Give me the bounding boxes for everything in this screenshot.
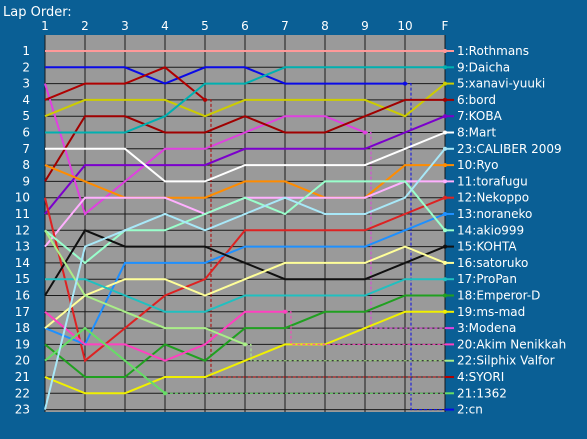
y-tick-label: 17 — [15, 305, 30, 319]
y-tick-label: 4 — [22, 93, 30, 107]
legend-entry: 5:xanavi-yuuki — [457, 77, 545, 91]
y-tick-label: 19 — [15, 337, 30, 351]
y-tick-label: 23 — [15, 403, 30, 417]
y-tick-label: 8 — [22, 158, 30, 172]
series-line — [44, 83, 366, 216]
y-tick-label: 16 — [15, 289, 30, 303]
series-line — [44, 229, 446, 297]
y-tick-label: 22 — [15, 386, 30, 400]
x-tick-label: F — [442, 19, 449, 33]
x-tick-label: 7 — [281, 19, 289, 33]
legend-entry: 19:ms-mad — [457, 305, 525, 319]
series-line — [45, 278, 445, 313]
x-tick-label: 9 — [361, 19, 369, 33]
legend-entry: 10:Ryo — [457, 158, 498, 172]
series-line — [44, 196, 446, 363]
chart-title: Lap Order: — [3, 5, 72, 20]
series-line — [45, 66, 445, 134]
legend-entry: 16:satoruko — [457, 256, 528, 270]
legend-entry: 3:Modena — [457, 321, 516, 335]
y-tick-label: 18 — [15, 321, 30, 335]
retirement-line — [205, 99, 445, 378]
y-tick-label: 21 — [15, 370, 30, 384]
legend-entry: 22:Silphix Valfor — [457, 354, 555, 368]
series-line — [44, 164, 445, 199]
legend-entry: 13:noraneko — [457, 207, 532, 221]
y-tick-label: 12 — [15, 223, 30, 237]
legend-entry: 17:ProPan — [457, 272, 517, 286]
retirement-line — [245, 343, 445, 362]
series-line — [44, 229, 246, 346]
series-line — [44, 66, 206, 101]
series-line — [44, 98, 445, 182]
y-tick-label: 10 — [15, 191, 30, 205]
legend-entry: 9:Daicha — [457, 60, 510, 74]
legend-entry: 18:Emperor-D — [457, 289, 540, 303]
legend-entry: 2:cn — [457, 403, 483, 417]
legend-entry: 8:Mart — [457, 126, 496, 140]
y-tick-label: 9 — [22, 174, 30, 188]
y-tick-label: 2 — [22, 60, 30, 74]
series-line — [44, 294, 445, 378]
x-tick-label: 10 — [397, 19, 412, 33]
x-tick-label: 3 — [121, 19, 129, 33]
y-tick-label: 14 — [15, 256, 30, 270]
retirement-line — [405, 83, 445, 411]
legend-entry: 15:KOHTA — [457, 240, 517, 254]
legend-entry: 23:CALIBER 2009 — [457, 142, 562, 156]
legend-entry: 1:Rothmans — [457, 44, 529, 58]
legend-entry: 21:1362 — [457, 386, 507, 400]
series-line — [44, 310, 445, 395]
y-tick-label: 6 — [22, 126, 30, 140]
y-tick-label: 5 — [22, 109, 30, 123]
legend-entry: 12:Nekoppo — [457, 191, 529, 205]
legend-entry: 20:Akim Nenikkah — [457, 337, 566, 351]
retirement-line — [285, 311, 445, 345]
legend-entry: 7:KOBA — [457, 109, 503, 123]
x-tick-label: 6 — [241, 19, 249, 33]
legend-entry: 6:bord — [457, 93, 496, 107]
x-tick-label: 5 — [201, 19, 209, 33]
series-line — [44, 115, 446, 215]
series-line — [44, 310, 285, 362]
legend-entry: 14:akio999 — [457, 223, 524, 237]
x-tick-label: 1 — [41, 19, 49, 33]
y-tick-label: 20 — [15, 354, 30, 368]
x-tick-label: 8 — [321, 19, 329, 33]
series-line — [44, 148, 446, 410]
series-line — [44, 245, 446, 329]
y-tick-label: 13 — [15, 240, 30, 254]
y-tick-label: 11 — [15, 207, 30, 221]
y-tick-label: 15 — [15, 272, 30, 286]
retirement-line — [365, 132, 445, 329]
y-tick-label: 7 — [22, 142, 30, 156]
y-tick-label: 3 — [22, 77, 30, 91]
series-line — [44, 326, 166, 395]
x-tick-label: 4 — [161, 19, 169, 33]
series-line — [45, 131, 446, 183]
y-tick-label: 1 — [22, 44, 30, 58]
series-line — [45, 66, 405, 85]
legend-entry: 4:SYORI — [457, 370, 504, 384]
series-line — [44, 82, 446, 118]
legend-entry: 11:torafugu — [457, 174, 528, 188]
x-tick-label: 2 — [81, 19, 89, 33]
